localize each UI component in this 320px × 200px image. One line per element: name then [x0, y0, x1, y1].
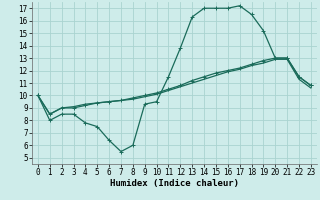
X-axis label: Humidex (Indice chaleur): Humidex (Indice chaleur) — [110, 179, 239, 188]
